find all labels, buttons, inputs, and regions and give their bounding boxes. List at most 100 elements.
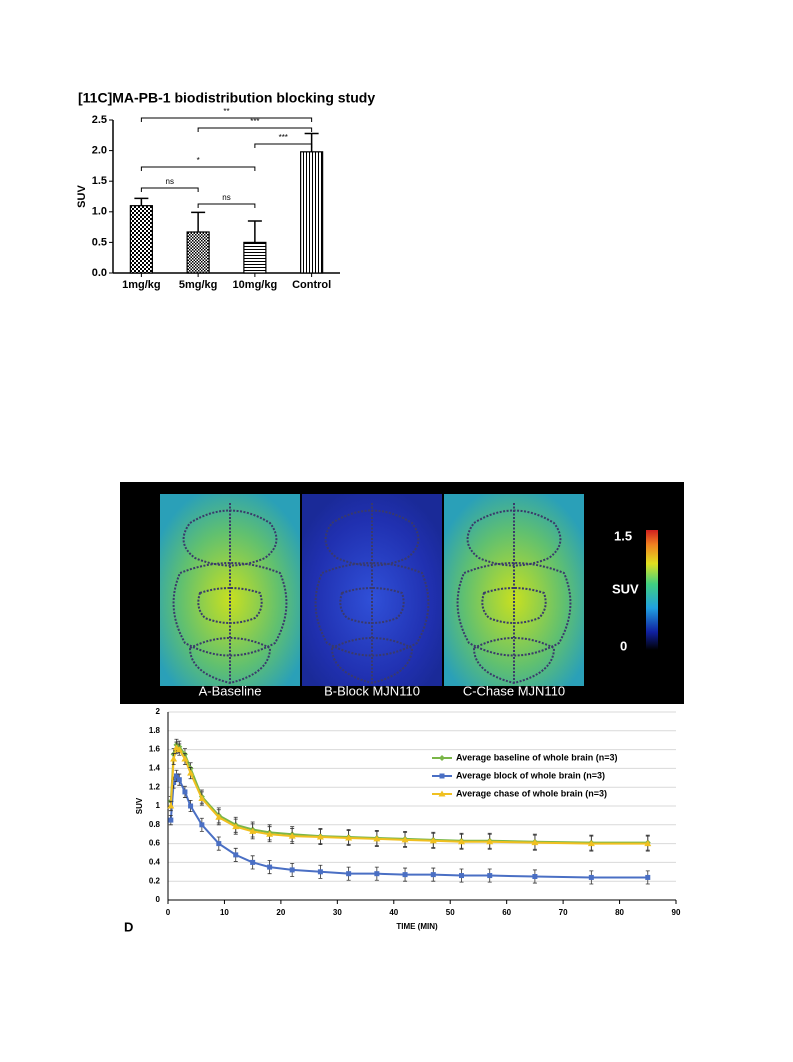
marker: [587, 840, 595, 847]
y-tick-label: 1.8: [149, 726, 161, 735]
legend-marker: [439, 773, 445, 779]
bar: [300, 151, 324, 274]
marker: [249, 827, 257, 834]
marker: [458, 838, 466, 845]
marker: [374, 871, 380, 877]
marker: [487, 873, 493, 879]
bar: [243, 241, 267, 274]
significance-label: ***: [279, 133, 288, 142]
x-tick-label: 40: [389, 908, 398, 917]
y-tick-label: 0.0: [92, 267, 107, 279]
marker: [171, 780, 177, 785]
panel-label: A-Baseline: [199, 683, 262, 698]
significance-bracket: [197, 203, 256, 208]
brain-image: [444, 494, 584, 686]
marker: [232, 823, 240, 830]
chart-title: [11C]MA-PB-1 biodistribution blocking st…: [78, 90, 375, 106]
y-tick-label: 0: [156, 895, 161, 904]
legend-label: Average block of whole brain (n=3): [456, 770, 605, 780]
marker: [316, 833, 324, 840]
marker: [176, 777, 182, 783]
marker: [187, 769, 195, 776]
marker: [317, 869, 323, 875]
marker: [250, 859, 256, 865]
error-bar: [247, 220, 262, 243]
marker: [267, 864, 273, 870]
y-tick-label: 2.0: [92, 145, 107, 157]
legend-label: Average baseline of whole brain (n=3): [456, 752, 617, 762]
marker: [289, 867, 295, 873]
significance-label: ns: [222, 193, 230, 202]
panel-label: C-Chase MJN110: [463, 683, 565, 698]
panel-label: B-Block MJN110: [324, 683, 420, 698]
colorbar: [646, 530, 658, 650]
marker: [215, 813, 223, 820]
significance-bracket: [140, 117, 313, 122]
marker: [181, 755, 189, 762]
y-tick-label: 1.0: [92, 206, 107, 218]
x-tick-label: 20: [276, 908, 285, 917]
x-tick-label: 50: [446, 908, 455, 917]
series-line: [169, 746, 648, 845]
colorbar-max: 1.5: [614, 528, 632, 543]
significance-bracket: [254, 143, 313, 148]
marker: [198, 794, 206, 801]
colorbar-label: SUV: [612, 581, 639, 596]
marker: [429, 837, 437, 844]
marker: [233, 852, 239, 858]
marker: [459, 873, 465, 879]
marker: [288, 832, 296, 839]
marker: [486, 838, 494, 845]
brain-image: [302, 494, 442, 686]
marker: [373, 835, 381, 842]
marker: [173, 773, 179, 779]
significance-label: **: [223, 107, 229, 116]
legend-marker: [439, 755, 445, 761]
y-tick-label: 0.2: [149, 876, 161, 885]
marker: [532, 874, 538, 879]
y-tick-label: 0.5: [92, 236, 107, 248]
marker: [266, 830, 274, 837]
x-tick-label: 80: [615, 908, 624, 917]
x-tick-label: 60: [502, 908, 511, 917]
marker: [199, 822, 205, 828]
y-tick-label: 1.5: [92, 175, 107, 187]
marker: [175, 746, 183, 753]
significance-bracket: [140, 166, 256, 171]
marker: [401, 836, 409, 843]
error-bar: [304, 132, 319, 152]
colorbar-min: 0: [620, 638, 627, 653]
pet-image-panel: A-Baseline B-Block MJN110 C-Chase MJN110…: [120, 482, 684, 704]
marker: [402, 872, 408, 878]
marker: [430, 872, 436, 878]
marker: [168, 817, 174, 823]
y-tick-label: 2: [156, 707, 161, 716]
significance-bracket: [140, 187, 199, 192]
y-tick-label: 2.5: [92, 114, 107, 126]
marker: [182, 789, 188, 795]
y-tick-label: 0.6: [149, 839, 161, 848]
x-tick-label: 10mg/kg: [233, 279, 278, 291]
legend-marker: [438, 790, 446, 797]
marker: [644, 840, 652, 847]
marker: [645, 874, 651, 880]
error-bar: [134, 197, 149, 206]
brain-image: [160, 494, 300, 686]
panel-letter: D: [124, 919, 133, 934]
marker: [345, 834, 353, 841]
significance-label: ns: [166, 177, 174, 186]
significance-label: ***: [250, 117, 259, 126]
error-bar: [191, 211, 206, 232]
y-axis-label: SUV: [76, 185, 88, 208]
x-tick-label: 10: [220, 908, 229, 917]
x-tick-label: 30: [333, 908, 342, 917]
marker: [216, 841, 222, 847]
x-tick-label: 5mg/kg: [179, 279, 218, 291]
marker: [188, 803, 194, 809]
y-tick-label: 1.6: [149, 745, 161, 754]
marker: [531, 839, 539, 846]
y-tick-label: 1.4: [149, 764, 161, 773]
y-tick-label: 0.4: [149, 858, 161, 867]
